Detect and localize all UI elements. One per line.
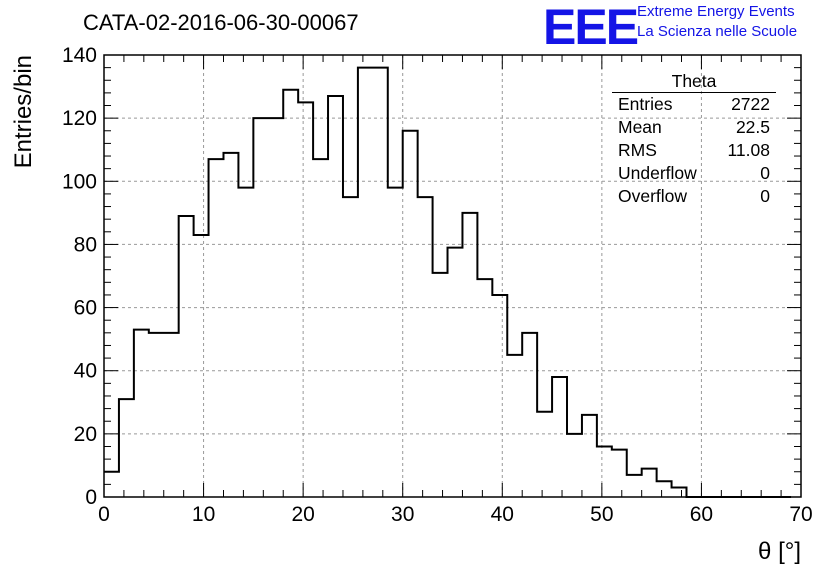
histogram-bin bbox=[462, 213, 477, 497]
histogram-bin bbox=[149, 333, 164, 497]
x-tick-label: 70 bbox=[789, 503, 812, 526]
histogram-bin bbox=[567, 434, 582, 497]
stats-label: Mean bbox=[618, 117, 662, 137]
stats-label: Entries bbox=[618, 94, 673, 114]
histogram-bin bbox=[119, 399, 134, 497]
histogram-bin bbox=[657, 481, 672, 497]
histogram-bin bbox=[582, 415, 597, 497]
stats-value: 0 bbox=[760, 186, 770, 206]
histogram-bin bbox=[209, 159, 224, 497]
y-tick-label: 140 bbox=[62, 44, 97, 67]
histogram-bin bbox=[134, 330, 149, 497]
histogram-bin bbox=[418, 197, 433, 497]
histogram-bin bbox=[388, 188, 403, 497]
histogram-bin bbox=[223, 153, 238, 497]
histogram-bin bbox=[164, 333, 179, 497]
histogram-bin bbox=[627, 475, 642, 497]
x-tick-label: 0 bbox=[98, 503, 110, 526]
x-tick-label: 30 bbox=[391, 503, 414, 526]
histogram-bin bbox=[507, 355, 522, 497]
stats-label: Underflow bbox=[618, 163, 697, 183]
y-tick-label: 0 bbox=[85, 486, 97, 509]
y-tick-label: 60 bbox=[74, 297, 97, 320]
histogram-bin bbox=[672, 488, 687, 497]
eee-logo: EEE bbox=[543, 0, 639, 55]
x-axis-label: θ [°] bbox=[758, 538, 801, 565]
chart-title: CATA-02-2016-06-30-00067 bbox=[83, 10, 359, 35]
stats-row-underflow: Underflow 0 bbox=[612, 162, 776, 185]
y-tick-label: 100 bbox=[62, 170, 97, 193]
stats-value: 11.08 bbox=[727, 140, 771, 160]
histogram-bin bbox=[238, 188, 253, 497]
histogram-bin bbox=[642, 469, 657, 497]
stats-row-overflow: Overflow 0 bbox=[612, 185, 776, 208]
histogram-bin bbox=[492, 295, 507, 497]
y-tick-label: 40 bbox=[74, 360, 97, 383]
x-tick-label: 50 bbox=[590, 503, 613, 526]
histogram-bin bbox=[358, 68, 373, 497]
histogram-bin bbox=[552, 377, 567, 497]
y-tick-label: 120 bbox=[62, 107, 97, 130]
stats-title: Theta bbox=[612, 70, 776, 93]
logo-caption-line2: La Scienza nelle Scuole bbox=[637, 23, 798, 40]
x-tick-label: 10 bbox=[192, 503, 215, 526]
stats-label: RMS bbox=[618, 140, 657, 160]
x-tick-label: 20 bbox=[291, 503, 314, 526]
histogram-bin bbox=[537, 412, 552, 497]
histogram-bin bbox=[298, 102, 313, 497]
histogram-bin bbox=[448, 248, 463, 497]
y-tick-label: 80 bbox=[74, 233, 97, 256]
stats-value: 2722 bbox=[731, 94, 770, 114]
y-tick-label: 20 bbox=[74, 423, 97, 446]
logo-caption-line1: Extreme Energy Events bbox=[637, 3, 795, 20]
histogram-bin bbox=[343, 197, 358, 497]
stats-row-mean: Mean 22.5 bbox=[612, 116, 776, 139]
histogram-bin bbox=[522, 333, 537, 497]
histogram-bin bbox=[253, 118, 268, 497]
histogram-bin bbox=[433, 273, 448, 497]
x-tick-label: 40 bbox=[491, 503, 514, 526]
x-tick-label: 60 bbox=[690, 503, 713, 526]
stats-value: 22.5 bbox=[735, 117, 770, 137]
histogram-bin bbox=[179, 216, 194, 497]
stats-label: Overflow bbox=[618, 186, 688, 206]
histogram-bin bbox=[477, 279, 492, 497]
stats-row-entries: Entries 2722 bbox=[612, 93, 776, 116]
stats-value: 0 bbox=[760, 163, 770, 183]
histogram-bin bbox=[313, 159, 328, 497]
stats-box: Theta Entries 2722 Mean 22.5 RMS 11.08 U… bbox=[612, 70, 776, 208]
histogram-bin bbox=[373, 68, 388, 497]
histogram-bin bbox=[268, 118, 283, 497]
histogram-bin bbox=[612, 450, 627, 497]
histogram-bin bbox=[283, 90, 298, 497]
stats-row-rms: RMS 11.08 bbox=[612, 139, 776, 162]
y-axis-label: Entries/bin bbox=[10, 55, 37, 168]
plot-frame bbox=[103, 54, 802, 498]
histogram-bin bbox=[194, 235, 209, 497]
histogram-bin bbox=[328, 96, 343, 497]
histogram-bin bbox=[597, 446, 612, 497]
histogram-bin bbox=[403, 131, 418, 497]
histogram-line bbox=[104, 66, 792, 498]
